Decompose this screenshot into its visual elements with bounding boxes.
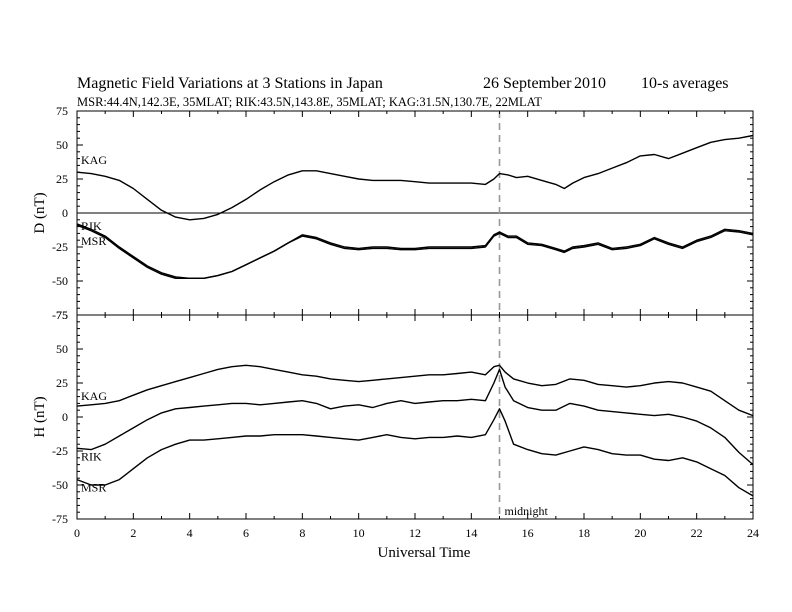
x-tick-label: 16 [522, 526, 534, 540]
series-line-d-kag [76, 134, 754, 221]
y-tick-label: 25 [56, 172, 68, 186]
x-axis-label: Universal Time [378, 545, 471, 561]
x-tick-label: 22 [691, 526, 703, 540]
x-tick-label: 24 [747, 526, 759, 540]
series-lines [76, 134, 754, 497]
station-label-h-rik: RIK [81, 449, 102, 463]
y-tick-label: -25 [52, 240, 68, 254]
chart-averaging: 10-s averages [641, 75, 729, 92]
series-line-h-msr [76, 408, 754, 497]
y-tick-label: 75 [56, 308, 68, 322]
series-line-h-kag [76, 364, 754, 417]
x-tick-label: 10 [353, 526, 365, 540]
x-tick-label: 0 [74, 526, 80, 540]
station-label-h-kag: KAG [81, 389, 107, 403]
station-label-h-msr: MSR [81, 481, 106, 495]
y-tick-label: -50 [52, 274, 68, 288]
y-tick-label: 0 [62, 206, 68, 220]
station-label-d-kag: KAG [81, 153, 107, 167]
station-label-d-rik: RIK [81, 219, 102, 233]
chart-title: Magnetic Field Variations at 3 Stations … [77, 75, 383, 92]
x-tick-label: 8 [299, 526, 305, 540]
series-line-d-rik [76, 223, 754, 279]
d-axis-label: D (nT) [32, 192, 48, 233]
x-tick-label: 4 [187, 526, 193, 540]
panel-h-frame [76, 314, 754, 520]
y-tick-label: -50 [52, 478, 68, 492]
x-tick-label: 18 [578, 526, 590, 540]
station-coordinates: MSR:44.4N,142.3E, 35MLAT; RIK:43.5N,143.… [77, 95, 542, 109]
y-tick-label: -25 [52, 444, 68, 458]
x-tick-label: 6 [243, 526, 249, 540]
h-axis-label: H (nT) [32, 396, 48, 437]
chart-date: 26 September [483, 75, 572, 92]
y-tick-label: 0 [62, 410, 68, 424]
y-tick-label: 50 [56, 342, 68, 356]
x-tick-label: 14 [465, 526, 477, 540]
y-tick-label: -75 [52, 512, 68, 526]
x-tick-label: 12 [409, 526, 421, 540]
series-line-d-msr [76, 224, 754, 279]
chart-year: 2010 [574, 75, 606, 92]
y-tick-label: 50 [56, 138, 68, 152]
x-tick-label: 2 [130, 526, 136, 540]
y-tick-label: 25 [56, 376, 68, 390]
y-tick-label: -75 [52, 308, 68, 322]
y-tick-label: 75 [56, 104, 68, 118]
series-line-h-rik [76, 368, 754, 466]
midnight-label: midnight [505, 504, 549, 518]
station-label-d-msr: MSR [81, 234, 106, 248]
x-tick-label: 20 [634, 526, 646, 540]
